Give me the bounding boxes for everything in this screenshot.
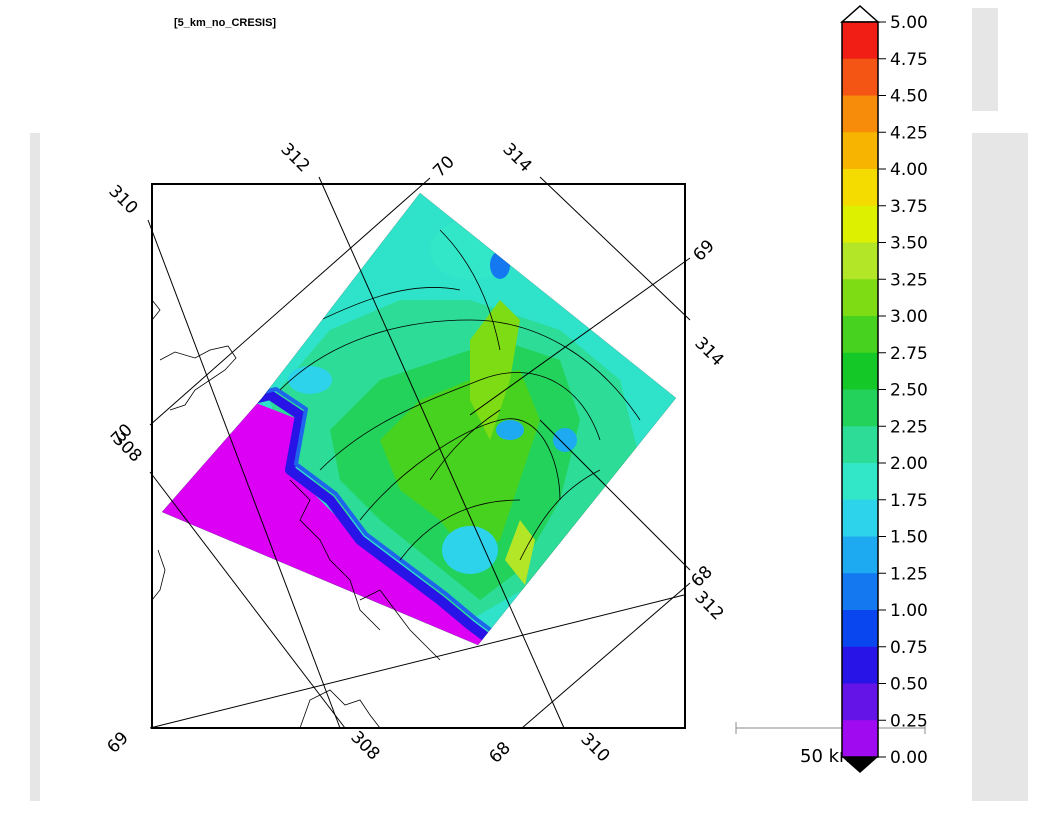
background-panel-right-top — [972, 8, 998, 111]
plot-subtitle: [5_km_no_CRESIS] — [174, 17, 277, 29]
colorbar-band — [842, 463, 878, 501]
colorbar-tick-label: 2.50 — [890, 381, 928, 401]
background-panel-left — [30, 133, 40, 801]
ice-thickness-field — [161, 192, 677, 646]
colorbar-tick-label: 0.50 — [890, 675, 928, 695]
colorbar-band — [842, 683, 878, 721]
colorbar-band — [842, 610, 878, 648]
colorbar-tick-label: 1.50 — [890, 528, 928, 548]
colorbar-tick-label: 1.75 — [890, 491, 928, 511]
colorbar-band — [842, 205, 878, 243]
colorbar-tick-label: 2.00 — [890, 454, 928, 474]
colorbar-tick-label: 5.00 — [890, 13, 928, 33]
contour-2-00-c — [496, 420, 524, 440]
coastline — [152, 299, 441, 728]
colorbar-boxes — [840, 4, 880, 773]
colorbar-tick-label: 0.75 — [890, 638, 928, 658]
contour-3-50 — [505, 520, 535, 585]
colorbar-tick-label: 4.25 — [890, 123, 928, 143]
colorbar-band — [842, 169, 878, 207]
colorbar-band — [842, 279, 878, 317]
transition-band — [248, 390, 493, 644]
colorbar-band — [842, 132, 878, 170]
contour-0-00 — [162, 400, 490, 645]
colorbar-band — [842, 22, 878, 60]
colorbar-tick-label: 3.00 — [890, 307, 928, 327]
colorbar-tick-label: 1.25 — [890, 564, 928, 584]
colorbar-band — [842, 536, 878, 574]
map-frame — [151, 183, 686, 729]
colorbar-band — [842, 426, 878, 464]
colorbar-ticks: 5.00 4.75 4.50 4.25 4.00 3.75 3.50 3.25 3.00 2.75… — [878, 13, 928, 768]
colorbar-bottom-arrow — [842, 757, 878, 773]
contour-2-00-b — [442, 526, 498, 574]
colorbar-tick-label: 2.25 — [890, 417, 928, 437]
colorbar-tick-label: 0.25 — [890, 711, 928, 731]
colorbar-top-arrow — [840, 4, 880, 23]
colorbar-band — [842, 573, 878, 611]
colorbar-tick-label: 3.50 — [890, 234, 928, 254]
colorbar-band — [842, 646, 878, 684]
contour-2-00-d — [553, 428, 577, 452]
background-panel-right — [972, 133, 1028, 801]
colorbar-band — [842, 242, 878, 280]
colorbar-band — [842, 720, 878, 758]
colorbar-tick-label: 4.00 — [890, 160, 928, 180]
colorbar-band — [842, 389, 878, 427]
contour-3-00 — [380, 370, 540, 560]
colorbar-tick-label: 4.75 — [890, 50, 928, 70]
colorbar-band — [842, 352, 878, 390]
contour-3-25 — [470, 300, 520, 440]
colorbar-band — [842, 316, 878, 354]
colorbar-tick-label: 2.75 — [890, 344, 928, 364]
colorbar-band — [842, 58, 878, 96]
colorbar-tick-label: 0.00 — [890, 748, 928, 768]
colorbar-tick-label: 3.75 — [890, 197, 928, 217]
colorbar-band — [842, 499, 878, 537]
colorbar-tick-label: 3.25 — [890, 270, 928, 290]
colorbar-tick-label: 4.50 — [890, 87, 928, 107]
colorbar-band — [842, 95, 878, 133]
graticule — [147, 176, 691, 729]
colorbar-tick-label: 1.00 — [890, 601, 928, 621]
